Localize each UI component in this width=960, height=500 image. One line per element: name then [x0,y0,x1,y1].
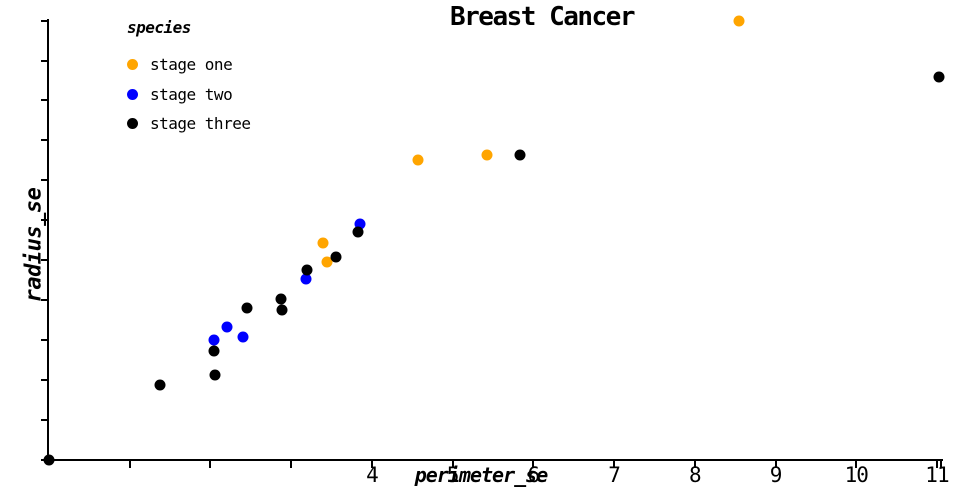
x-tick [855,461,858,468]
x-tick-label: 6 [527,463,541,487]
legend-item: stage three [127,109,251,139]
x-tick-label: 11 [925,463,949,487]
data-point [154,379,166,391]
x-tick-label: 8 [688,463,702,487]
x-tick [209,461,212,468]
data-point [301,264,312,276]
y-axis-label: radius_se [21,187,47,303]
x-tick-label: 5 [446,463,460,487]
y-tick [41,419,48,422]
y-tick [41,299,48,302]
data-point [481,149,493,161]
y-axis-spine [47,19,49,462]
data-point [354,218,366,230]
data-point [317,237,329,249]
y-tick [41,259,48,262]
x-tick-label: 7 [608,463,621,487]
data-point [300,273,312,285]
x-tick-label: 10 [844,463,869,487]
data-point [241,302,253,314]
x-axis-spine [47,459,943,461]
x-axis-label: perimeter_se [414,463,548,487]
legend-item-label: stage three [150,114,251,134]
data-point [275,293,287,305]
legend-marker-circle-icon [127,118,138,130]
x-tick [451,461,454,468]
x-tick [613,461,616,468]
x-tick [693,461,696,468]
data-point [330,251,342,263]
legend-items: stage one stage two stage three [127,50,251,139]
data-point [276,304,288,316]
y-tick [41,139,48,142]
y-tick [41,19,48,22]
data-point [237,331,249,343]
y-tick [41,99,48,102]
y-tick [41,219,48,222]
legend-item-label: stage one [150,55,233,75]
y-tick [41,179,48,182]
legend-item: stage one [127,50,250,80]
x-tick-label: 9 [769,463,783,487]
x-tick [774,461,777,468]
legend-item-label: stage two [150,84,233,104]
data-point [321,256,333,268]
data-point [221,321,233,333]
x-tick [532,461,535,468]
data-point [43,454,55,466]
x-tick [128,461,131,468]
legend-title: species [127,18,191,37]
y-tick [41,379,48,382]
data-point [208,345,220,357]
data-point [933,71,945,83]
x-tick [935,461,938,468]
legend: species stage one stage two stage three [127,18,251,139]
y-tick [41,339,48,342]
legend-marker-circle-icon [127,59,138,71]
data-point [352,226,364,237]
y-tick [41,59,48,62]
x-tick [290,461,293,468]
legend-item: stage two [127,80,250,110]
chart-title: Breast Cancer [450,2,636,32]
x-tick-label: 4 [366,463,379,487]
data-point [412,154,424,166]
x-tick [370,461,373,468]
data-point [514,149,526,161]
data-point [208,334,220,346]
data-point [733,15,745,27]
data-point [209,369,221,381]
x-tick [940,461,942,468]
legend-marker-circle-icon [127,88,138,100]
